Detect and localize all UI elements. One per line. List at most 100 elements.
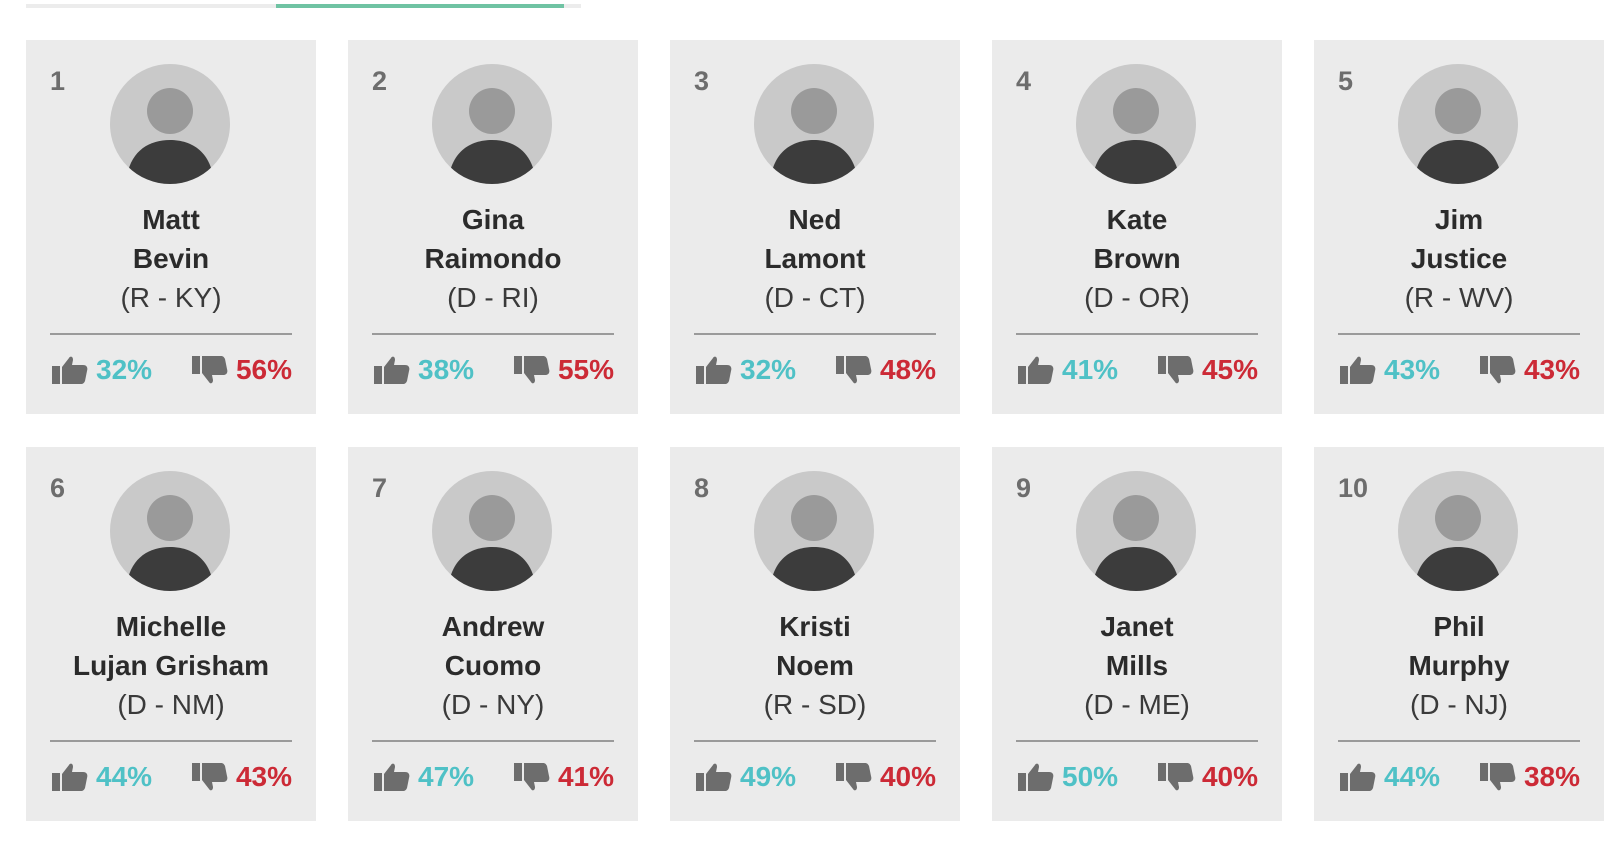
governor-card[interactable]: 1 Matt Bevin (R - KY) 32% 5 (26, 40, 316, 414)
governor-card[interactable]: 4 Kate Brown (D - OR) 41% 4 (992, 40, 1282, 414)
thumbs-up-icon (1338, 761, 1378, 793)
thumbs-up-icon (1338, 354, 1378, 386)
person-silhouette-icon (1092, 495, 1180, 591)
thumbs-down-icon (190, 761, 230, 793)
disapprove-rating: 40% (1156, 761, 1258, 793)
divider (1338, 333, 1580, 335)
approve-rating: 38% (372, 354, 474, 386)
divider (50, 333, 292, 335)
approve-percent: 32% (740, 354, 797, 385)
governor-card[interactable]: 6 Michelle Lujan Grisham (D - NM) 44% (26, 447, 316, 821)
disapprove-percent: 48% (879, 354, 936, 385)
person-silhouette-icon (126, 495, 214, 591)
governor-name: Ned Lamont (670, 200, 960, 278)
governor-card[interactable]: 9 Janet Mills (D - ME) 50% (992, 447, 1282, 821)
governor-first-name: Jim (1434, 204, 1484, 235)
disapprove-rating: 41% (512, 761, 614, 793)
thumbs-up-icon (50, 761, 90, 793)
approval-ratings: 50% 40% (1016, 757, 1258, 797)
thumbs-down-icon (1478, 354, 1518, 386)
governor-card[interactable]: 3 Ned Lamont (D - CT) 32% 4 (670, 40, 960, 414)
governor-name: Andrew Cuomo (348, 607, 638, 685)
approve-rating: 49% (694, 761, 796, 793)
governor-name: Kate Brown (992, 200, 1282, 278)
approve-rating: 47% (372, 761, 474, 793)
thumbs-up-icon (372, 354, 412, 386)
governor-party-state: (R - SD) (763, 689, 867, 720)
person-silhouette-icon (1414, 495, 1502, 591)
governor-name: Kristi Noem (670, 607, 960, 685)
person-silhouette-icon (770, 88, 858, 184)
governor-photo (1076, 64, 1196, 184)
approve-rating: 32% (50, 354, 152, 386)
divider (694, 740, 936, 742)
governor-card[interactable]: 10 Phil Murphy (D - NJ) 44% (1314, 447, 1604, 821)
governor-first-name: Gina (461, 204, 525, 235)
rank-number: 2 (372, 66, 388, 96)
governor-first-name: Kate (1106, 204, 1168, 235)
approval-ratings: 41% 45% (1016, 350, 1258, 390)
governor-party-state: (R - WV) (1404, 282, 1514, 313)
governor-photo (110, 64, 230, 184)
rank-number: 8 (694, 473, 710, 503)
approve-rating: 50% (1016, 761, 1118, 793)
approval-ratings: 44% 38% (1338, 757, 1580, 797)
person-silhouette-icon (448, 495, 536, 591)
thumbs-up-icon (694, 761, 734, 793)
governor-card[interactable]: 2 Gina Raimondo (D - RI) 38% (348, 40, 638, 414)
rank-number: 4 (1016, 66, 1032, 96)
governor-last-name: Cuomo (444, 650, 542, 681)
governor-first-name: Kristi (779, 611, 851, 642)
governor-party-state: (D - ME) (1084, 689, 1190, 720)
person-silhouette-icon (770, 495, 858, 591)
disapprove-percent: 38% (1523, 761, 1580, 792)
thumbs-up-icon (694, 354, 734, 386)
rank-number: 1 (50, 66, 66, 96)
governor-party-state: (D - RI) (447, 282, 539, 313)
approve-percent: 47% (418, 761, 475, 792)
governor-last-name: Raimondo (424, 243, 562, 274)
disapprove-percent: 41% (557, 761, 614, 792)
divider (1016, 333, 1258, 335)
governor-last-name: Brown (1093, 243, 1181, 274)
thumbs-down-icon (834, 761, 874, 793)
governor-card[interactable]: 7 Andrew Cuomo (D - NY) 47% (348, 447, 638, 821)
governor-first-name: Janet (1100, 611, 1174, 642)
governor-first-name: Phil (1433, 611, 1485, 642)
governor-photo (1398, 64, 1518, 184)
governor-party-state: (D - NM) (117, 689, 225, 720)
governor-first-name: Michelle (115, 611, 227, 642)
thumbs-down-icon (1156, 354, 1196, 386)
divider (372, 333, 614, 335)
progress-bar-fill (275, 4, 565, 8)
approval-ratings: 32% 48% (694, 350, 936, 390)
disapprove-percent: 55% (557, 354, 614, 385)
approve-percent: 44% (1384, 761, 1441, 792)
governor-photo (1076, 471, 1196, 591)
divider (1016, 740, 1258, 742)
governor-card[interactable]: 5 Jim Justice (R - WV) 43% (1314, 40, 1604, 414)
governor-photo (1398, 471, 1518, 591)
approve-rating: 44% (50, 761, 152, 793)
approve-percent: 49% (740, 761, 797, 792)
divider (1338, 740, 1580, 742)
rank-number: 9 (1016, 473, 1032, 503)
person-silhouette-icon (448, 88, 536, 184)
governor-party-state: (D - NJ) (1410, 689, 1508, 720)
approval-ratings: 47% 41% (372, 757, 614, 797)
governor-photo (754, 471, 874, 591)
thumbs-up-icon (1016, 354, 1056, 386)
governor-photo (754, 64, 874, 184)
governor-last-name: Noem (776, 650, 854, 681)
disapprove-rating: 48% (834, 354, 936, 386)
progress-bar (26, 4, 581, 8)
governor-first-name: Ned (788, 204, 842, 235)
governor-card[interactable]: 8 Kristi Noem (R - SD) 49% (670, 447, 960, 821)
divider (372, 740, 614, 742)
approve-rating: 44% (1338, 761, 1440, 793)
approve-percent: 38% (418, 354, 475, 385)
governor-photo (432, 471, 552, 591)
approval-ratings: 49% 40% (694, 757, 936, 797)
approval-ratings: 44% 43% (50, 757, 292, 797)
disapprove-rating: 56% (190, 354, 292, 386)
